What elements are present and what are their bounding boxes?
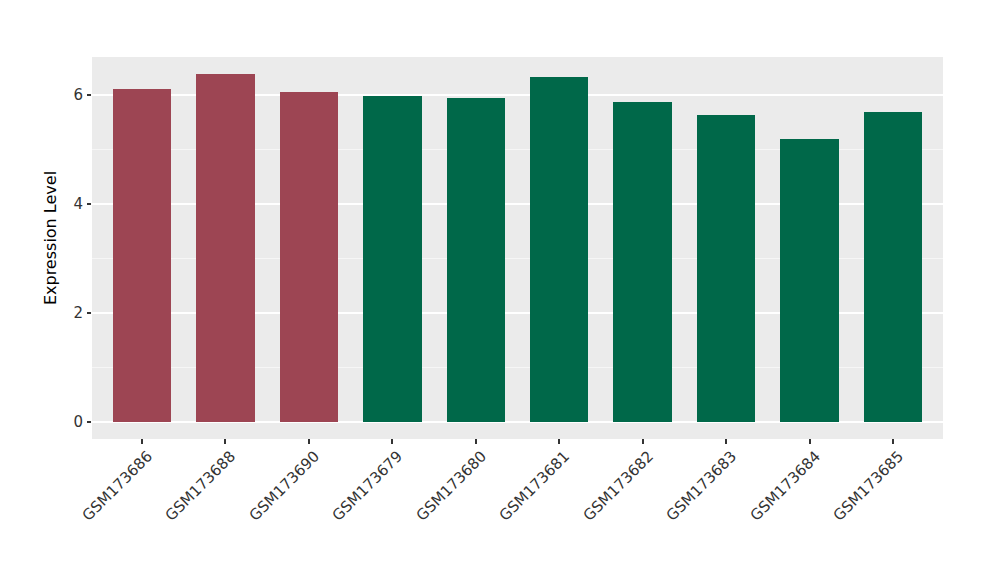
y-tick-mark [87, 203, 91, 205]
bar-chart-figure: Expression Level 0246 GSM173686GSM173688… [0, 0, 1000, 580]
bar-GSM173680 [447, 98, 505, 422]
x-tick-mark [809, 439, 811, 444]
bar-GSM173679 [363, 96, 421, 422]
y-tick-mark [87, 421, 91, 423]
x-tick-mark [892, 439, 894, 444]
y-tick-label: 0 [23, 414, 83, 430]
x-tick-mark [141, 439, 143, 444]
bar-GSM173684 [780, 139, 838, 422]
bar-GSM173688 [196, 74, 254, 422]
y-tick-label: 4 [23, 196, 83, 212]
plot-panel [92, 57, 943, 439]
x-tick-mark [642, 439, 644, 444]
x-tick-mark [308, 439, 310, 444]
bar-GSM173690 [280, 92, 338, 422]
y-axis-title-text: Expression Level [41, 171, 60, 305]
x-tick-mark [475, 439, 477, 444]
bar-GSM173683 [697, 115, 755, 422]
bar-GSM173682 [613, 102, 671, 422]
y-tick-label: 2 [23, 305, 83, 321]
y-tick-mark [87, 312, 91, 314]
bar-GSM173685 [864, 112, 922, 423]
y-tick-mark [87, 94, 91, 96]
y-tick-label: 6 [23, 87, 83, 103]
bar-GSM173681 [530, 77, 588, 422]
x-tick-mark [224, 439, 226, 444]
x-tick-mark [725, 439, 727, 444]
bar-GSM173686 [113, 89, 171, 422]
x-tick-mark [558, 439, 560, 444]
x-tick-mark [391, 439, 393, 444]
